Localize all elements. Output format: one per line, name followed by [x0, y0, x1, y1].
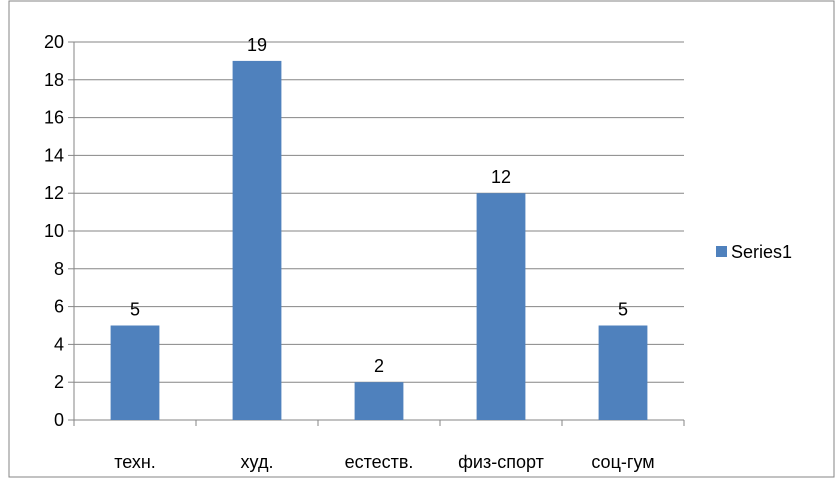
bar-4: [598, 325, 648, 420]
y-tick-label: 16: [44, 108, 64, 128]
bar-1: [232, 60, 282, 421]
y-tick-label: 20: [44, 32, 64, 52]
data-label: 5: [618, 300, 628, 320]
legend-swatch: [716, 246, 727, 257]
x-category-label: техн.: [114, 452, 156, 472]
y-tick-label: 2: [54, 372, 64, 392]
bar-0: [110, 325, 160, 420]
y-tick-label: 10: [44, 221, 64, 241]
data-label: 19: [247, 35, 267, 55]
x-category-label: естеств.: [345, 452, 414, 472]
x-category-label: соц-гум: [591, 452, 654, 472]
gridlines: [74, 41, 684, 383]
y-tick-label: 6: [54, 297, 64, 317]
y-tick-label: 8: [54, 259, 64, 279]
labels: 0 2 4 6 8 10 12 14 16 18 20 5 техн. 19 худ. 2 естеств. 12…: [44, 32, 655, 472]
data-label: 2: [374, 356, 384, 376]
data-label: 5: [130, 300, 140, 320]
x-category-label: физ-спорт: [458, 452, 544, 472]
legend: Series1: [716, 242, 792, 262]
y-tick-label: 12: [44, 183, 64, 203]
x-category-label: худ.: [241, 452, 274, 472]
y-tick-label: 0: [54, 410, 64, 430]
bar-2: [354, 382, 404, 420]
bars: [110, 60, 648, 421]
y-tick-label: 4: [54, 334, 64, 354]
bar-3: [476, 193, 526, 420]
legend-label-series1: Series1: [731, 242, 792, 262]
data-label: 12: [491, 167, 511, 187]
y-tick-label: 14: [44, 145, 64, 165]
y-tick-label: 18: [44, 70, 64, 90]
